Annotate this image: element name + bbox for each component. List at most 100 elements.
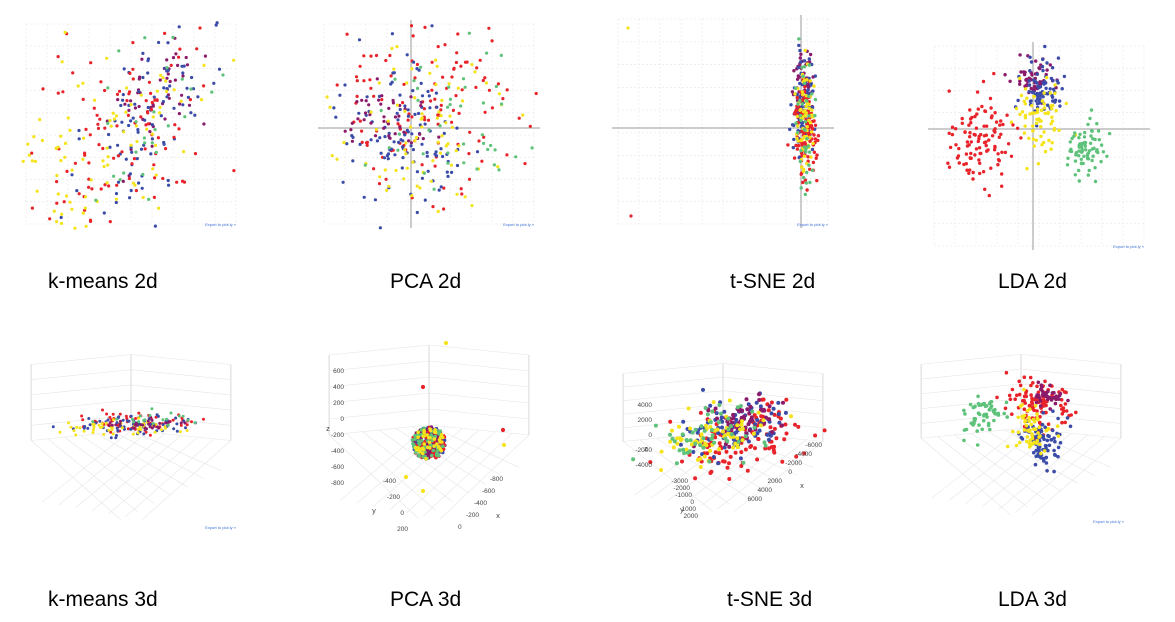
scatter-point bbox=[181, 103, 185, 107]
export-link[interactable]: Export to plot.ly » bbox=[797, 222, 829, 227]
scatter-point bbox=[1008, 397, 1013, 402]
scatter-point bbox=[55, 180, 59, 184]
scatter-point bbox=[413, 437, 417, 441]
scatter-point bbox=[158, 105, 162, 109]
scatter-point bbox=[800, 129, 804, 134]
scatter-point bbox=[175, 422, 179, 426]
scatter-point bbox=[202, 63, 206, 67]
scatter-point bbox=[727, 444, 732, 449]
scatter-point bbox=[177, 127, 181, 131]
scatter-point bbox=[1016, 430, 1021, 435]
scatter-point bbox=[981, 402, 985, 406]
scatter-point bbox=[1036, 380, 1041, 385]
scatter-point bbox=[995, 395, 999, 400]
scatter-point bbox=[185, 86, 189, 90]
tick-label: -6000 bbox=[805, 442, 822, 449]
scatter-point bbox=[404, 152, 408, 156]
scatter-point bbox=[1035, 117, 1039, 122]
scatter-point bbox=[1035, 107, 1040, 111]
scatter-point bbox=[1020, 403, 1024, 407]
scatter-point bbox=[171, 35, 175, 39]
scatter-point bbox=[112, 174, 116, 178]
scatter-point bbox=[762, 440, 767, 445]
scatter-point bbox=[452, 67, 456, 71]
scatter-point bbox=[58, 430, 62, 434]
scatter-point bbox=[355, 79, 359, 83]
scatter-point bbox=[55, 201, 59, 205]
scatter-point bbox=[193, 421, 197, 425]
scatter-point bbox=[1035, 412, 1039, 416]
scatter-point bbox=[131, 41, 135, 45]
scatter-point bbox=[968, 108, 972, 112]
scatter-point bbox=[397, 140, 401, 144]
scatter-point bbox=[175, 180, 179, 184]
scatter-point bbox=[107, 428, 111, 432]
export-link[interactable]: Export to plot.ly » bbox=[205, 525, 237, 530]
scatter-point bbox=[92, 425, 96, 429]
scatter-point bbox=[89, 178, 93, 182]
scatter-point bbox=[799, 186, 803, 190]
scatter-point bbox=[1091, 154, 1095, 158]
export-link[interactable]: Export to plot.ly » bbox=[503, 222, 535, 227]
scatter-point bbox=[808, 79, 813, 83]
scatter-point bbox=[681, 419, 686, 424]
scatter-point bbox=[1093, 137, 1097, 142]
scatter-point bbox=[147, 80, 151, 84]
scatter-point bbox=[800, 165, 804, 169]
scatter-point bbox=[1093, 179, 1098, 184]
tick-label: -3000 bbox=[671, 478, 688, 485]
scatter-point bbox=[81, 97, 85, 101]
scatter-point bbox=[442, 186, 446, 190]
scatter-point bbox=[434, 83, 438, 87]
grid-line bbox=[130, 430, 222, 471]
scatter-point bbox=[795, 136, 799, 140]
scatter-point bbox=[670, 428, 674, 433]
scatter-point bbox=[161, 176, 165, 181]
scatter-point bbox=[364, 99, 368, 103]
scatter-point bbox=[975, 429, 979, 433]
scatter-point bbox=[470, 204, 474, 208]
scatter-point bbox=[745, 468, 750, 473]
scatter-point bbox=[120, 150, 124, 154]
scatter-point bbox=[214, 23, 218, 27]
export-link[interactable]: Export to plot.ly » bbox=[1113, 244, 1145, 249]
scatter-point bbox=[1050, 119, 1055, 123]
scatter-point bbox=[63, 155, 67, 159]
export-link[interactable]: Export to plot.ly » bbox=[205, 222, 237, 227]
scatter-point bbox=[1038, 404, 1043, 408]
caption-tsne2d: t-SNE 2d bbox=[730, 270, 816, 293]
scatter-point bbox=[1045, 61, 1049, 65]
scatter-point bbox=[798, 113, 803, 118]
scatter-point bbox=[105, 146, 109, 150]
scatter-point bbox=[122, 67, 126, 71]
scatter-point bbox=[735, 445, 740, 450]
scatter-point bbox=[749, 444, 754, 448]
tick-label: 0 bbox=[340, 416, 344, 423]
scatter-point bbox=[387, 106, 391, 110]
scatter-point bbox=[998, 123, 1002, 127]
scatter-point bbox=[798, 159, 802, 164]
scatter-point bbox=[202, 84, 206, 88]
scatter-point bbox=[969, 156, 973, 160]
tick-label: -400 bbox=[331, 448, 344, 455]
scatter-point bbox=[1054, 86, 1058, 90]
scatter-point bbox=[1077, 179, 1081, 183]
export-link[interactable]: Export to plot.ly » bbox=[1093, 519, 1125, 524]
scatter-point bbox=[457, 144, 461, 148]
scatter-point bbox=[1000, 150, 1004, 154]
scatter-point bbox=[330, 154, 334, 158]
scatter-point bbox=[977, 134, 981, 139]
scatter-point bbox=[811, 141, 815, 146]
scatter-point bbox=[705, 412, 710, 417]
scatter-point bbox=[968, 131, 972, 135]
scatter-point bbox=[149, 152, 153, 156]
scatter-point bbox=[790, 123, 795, 127]
scatter-point bbox=[182, 150, 186, 154]
scatter-point bbox=[983, 404, 988, 409]
scatter-point bbox=[971, 170, 975, 175]
scatter-point bbox=[805, 99, 809, 103]
scatter-point bbox=[142, 432, 146, 436]
scatter-point bbox=[431, 159, 435, 163]
scatter-point bbox=[770, 430, 775, 434]
scatter-point bbox=[795, 77, 800, 81]
